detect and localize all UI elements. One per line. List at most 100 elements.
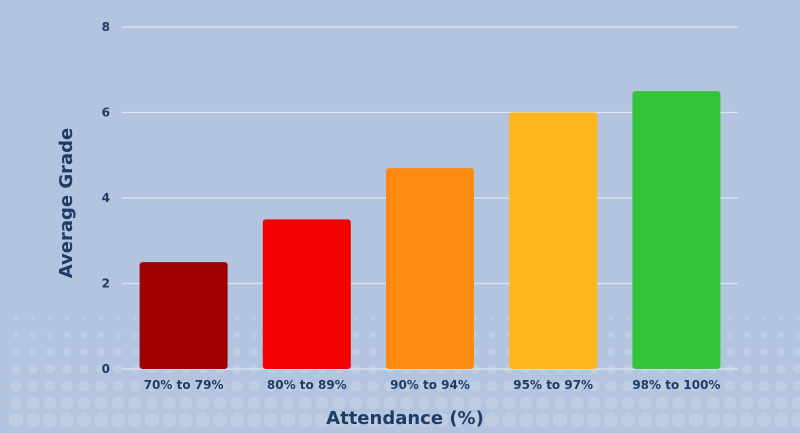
background-dot: [332, 396, 346, 410]
background-dot: [654, 412, 670, 428]
background-dot: [144, 412, 160, 428]
x-tick-label: 95% to 97%: [513, 378, 593, 392]
background-dot: [28, 364, 38, 374]
background-dot: [197, 380, 209, 392]
background-dot: [671, 412, 687, 428]
background-dot: [233, 348, 241, 356]
background-dot: [96, 364, 106, 374]
background-dot: [400, 396, 414, 410]
background-dot: [745, 316, 749, 320]
background-dot: [13, 332, 19, 338]
background-dot: [570, 396, 584, 410]
background-dot: [112, 380, 124, 392]
background-dot: [235, 316, 239, 320]
y-tick-label: 4: [102, 191, 110, 205]
background-dot: [79, 364, 89, 374]
background-dot: [607, 348, 615, 356]
background-dot: [728, 316, 732, 320]
background-dot: [744, 332, 750, 338]
background-dot: [132, 332, 138, 338]
background-dot: [723, 396, 737, 410]
background-dot: [382, 412, 398, 428]
background-dot: [127, 412, 143, 428]
background-dot: [383, 396, 397, 410]
background-dot: [315, 396, 329, 410]
background-dot: [418, 380, 430, 392]
y-tick-label: 0: [102, 362, 110, 376]
background-dot: [485, 396, 499, 410]
background-dot: [12, 348, 20, 356]
x-axis-ticks: 70% to 79% 80% to 89% 90% to 94% 95% to 97%…: [144, 378, 721, 392]
background-dot: [82, 316, 86, 320]
background-dot: [25, 412, 41, 428]
background-dot: [655, 396, 669, 410]
background-dot: [569, 412, 585, 428]
background-dot: [349, 396, 363, 410]
background-dot: [795, 332, 800, 338]
background-dot: [8, 412, 24, 428]
y-axis-title: Average Grade: [56, 128, 77, 279]
background-dot: [490, 316, 494, 320]
background-dot: [94, 396, 108, 410]
background-dot: [450, 412, 466, 428]
background-dot: [416, 412, 432, 428]
background-dot: [263, 412, 279, 428]
background-dot: [656, 380, 668, 392]
background-dot: [705, 412, 721, 428]
background-dot: [9, 396, 23, 410]
background-dot: [370, 332, 376, 338]
background-dot: [779, 316, 783, 320]
background-dot: [64, 332, 70, 338]
background-dot: [44, 380, 56, 392]
background-dot: [61, 380, 73, 392]
background-dot: [722, 412, 738, 428]
background-dot: [110, 412, 126, 428]
background-dot: [129, 380, 141, 392]
background-dot: [690, 380, 702, 392]
background-dot: [95, 380, 107, 392]
background-dot: [417, 396, 431, 410]
background-dot: [46, 348, 54, 356]
background-dot: [774, 396, 788, 410]
background-dot: [624, 348, 632, 356]
background-dot: [467, 412, 483, 428]
background-dot: [609, 316, 613, 320]
background-dot: [672, 396, 686, 410]
background-dot: [11, 364, 21, 374]
background-dot: [554, 380, 566, 392]
background-dot: [113, 364, 123, 374]
background-dot: [689, 396, 703, 410]
background-dot: [535, 412, 551, 428]
background-dot: [128, 396, 142, 410]
background-dot: [264, 396, 278, 410]
y-tick-label: 8: [102, 20, 110, 34]
background-dot: [435, 380, 447, 392]
background-dot: [776, 364, 786, 374]
background-dot: [536, 396, 550, 410]
background-dot: [234, 332, 240, 338]
background-dot: [99, 316, 103, 320]
background-dot: [603, 412, 619, 428]
background-dot: [621, 396, 635, 410]
background-dot: [724, 380, 736, 392]
background-dot: [48, 316, 52, 320]
background-dot: [230, 396, 244, 410]
background-dot: [27, 380, 39, 392]
background-dot: [796, 316, 800, 320]
background-dot: [31, 316, 35, 320]
background-dot: [469, 380, 481, 392]
background-dot: [706, 396, 720, 410]
background-dot: [281, 396, 295, 410]
background-dot: [741, 380, 753, 392]
background-dot: [146, 380, 158, 392]
background-dot: [622, 380, 634, 392]
background-dot: [298, 396, 312, 410]
x-tick-label: 90% to 94%: [390, 378, 470, 392]
background-dot: [98, 332, 104, 338]
background-dot: [247, 396, 261, 410]
background-dot: [486, 380, 498, 392]
background-dot: [468, 396, 482, 410]
background-dot: [133, 316, 137, 320]
background-dot: [673, 380, 685, 392]
background-dot: [790, 412, 800, 428]
